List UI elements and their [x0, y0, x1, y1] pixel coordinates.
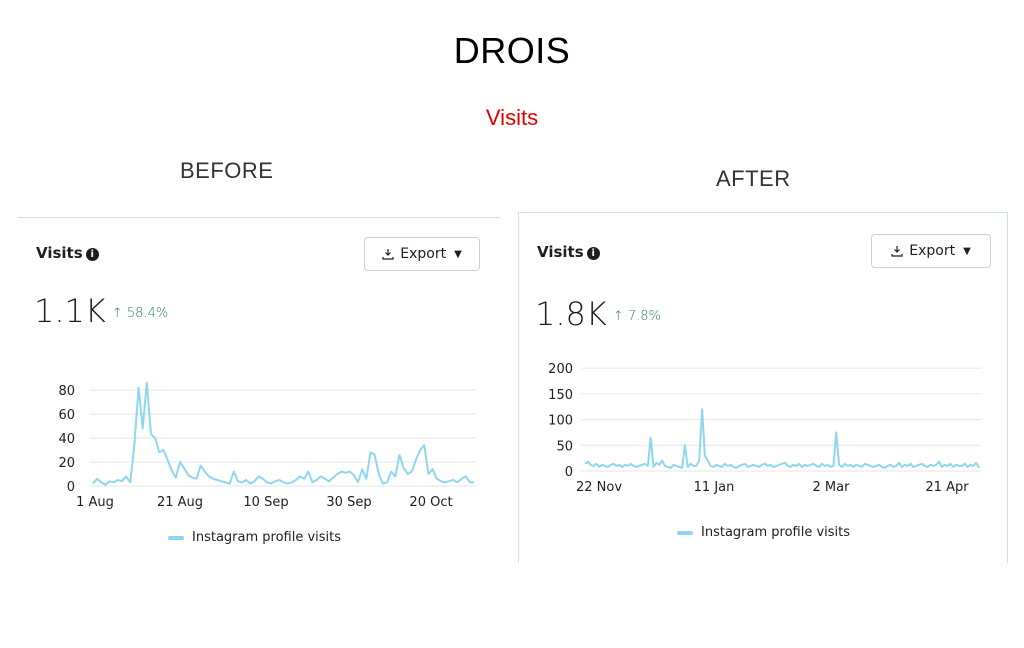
total-visits: 1.1K ↑ 58.4%: [34, 292, 168, 330]
y-tick-label: 40: [58, 432, 75, 447]
page-title: DROIS: [453, 30, 571, 71]
caret-down-icon: ▼: [454, 248, 462, 260]
visits-delta: ↑ 7.8%: [612, 309, 661, 324]
visits-heading: Visits i: [537, 243, 600, 261]
chart-legend: Instagram profile visits: [677, 525, 850, 540]
download-icon: [382, 249, 394, 260]
visits-chart-before: 0 20 40 60 80 1 Aug 21 Aug 10 Sep 30 Sep 20 Oct: [58, 381, 476, 510]
legend-swatch: [677, 530, 693, 535]
x-tick-label: 1 Aug: [76, 495, 114, 510]
visits-delta: ↑ 58.4%: [111, 306, 169, 321]
y-tick-label: 80: [58, 384, 75, 399]
series-line-instagram-profile-visits: [92, 381, 474, 486]
x-tick-label: 20 Oct: [409, 495, 452, 510]
visits-heading: Visits i: [36, 244, 99, 262]
chart-legend: Instagram profile visits: [168, 530, 341, 545]
legend-label: Instagram profile visits: [701, 525, 851, 540]
y-tick-label: 100: [548, 414, 573, 429]
y-tick-label: 50: [556, 439, 573, 454]
after-panel: Visits i Export ▼ 1.8K ↑ 7.8% 0 50 100 150 200…: [518, 212, 1008, 563]
legend-label: Instagram profile visits: [192, 530, 342, 545]
x-tick-label: 22 Nov: [576, 480, 622, 495]
x-tick-label: 21 Aug: [157, 495, 203, 510]
total-visits-value: 1.8K: [535, 295, 607, 333]
export-label: Export: [909, 243, 956, 259]
page-subtitle: Visits: [485, 105, 539, 130]
info-icon[interactable]: i: [586, 247, 600, 260]
info-icon[interactable]: i: [85, 248, 99, 261]
series-line-instagram-profile-visits: [584, 408, 980, 469]
x-tick-label: 11 Jan: [694, 480, 735, 495]
after-label: AFTER: [716, 166, 791, 191]
y-tick-label: 150: [548, 388, 573, 403]
before-panel: Visits i Export ▼ 1.1K ↑ 58.4% 0 20 40 60 80 1 …: [18, 217, 500, 563]
total-visits-value: 1.1K: [34, 292, 106, 330]
y-tick-label: 0: [67, 480, 75, 495]
export-button[interactable]: Export ▼: [871, 234, 991, 268]
visits-chart-after: 0 50 100 150 200 22 Nov 11 Jan 2 Mar 21 Apr: [548, 362, 981, 495]
x-tick-label: 2 Mar: [813, 480, 851, 495]
visits-heading-text: Visits: [537, 243, 584, 261]
y-tick-label: 20: [58, 456, 75, 471]
download-icon: [891, 246, 903, 257]
before-label: BEFORE: [180, 158, 274, 183]
y-tick-label: 60: [58, 408, 75, 423]
total-visits: 1.8K ↑ 7.8%: [535, 295, 661, 333]
y-tick-label: 200: [548, 362, 573, 377]
y-tick-label: 0: [565, 465, 573, 480]
caret-down-icon: ▼: [963, 245, 971, 257]
visits-heading-text: Visits: [36, 244, 83, 262]
export-label: Export: [400, 246, 447, 262]
legend-swatch: [168, 535, 184, 540]
x-tick-label: 30 Sep: [326, 495, 371, 510]
x-tick-label: 10 Sep: [243, 495, 288, 510]
export-button[interactable]: Export ▼: [364, 237, 480, 271]
x-tick-label: 21 Apr: [925, 480, 969, 495]
